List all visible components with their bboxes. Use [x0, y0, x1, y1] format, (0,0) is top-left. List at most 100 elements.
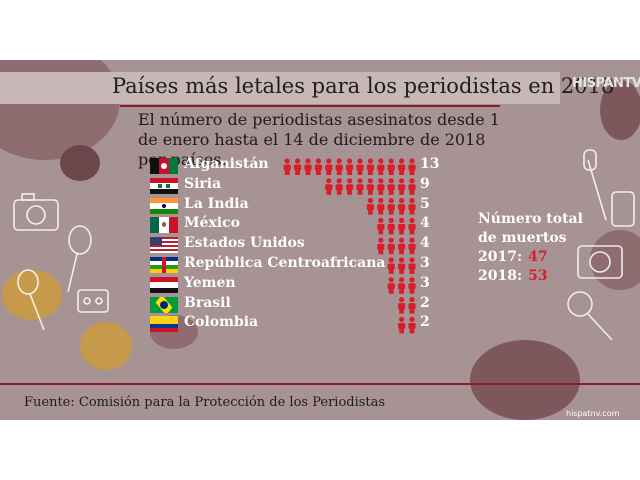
- count-label: 3: [420, 255, 430, 271]
- person-icon: [408, 297, 416, 314]
- person-icon: [398, 316, 406, 334]
- splat-decoration: [2, 270, 62, 320]
- person-icon: [387, 237, 395, 255]
- country-label: La India: [184, 195, 249, 212]
- person-icon: [346, 178, 354, 195]
- count-label: 3: [420, 274, 430, 291]
- title-band: [0, 72, 560, 104]
- person-icon: [304, 158, 312, 175]
- person-icon: [335, 158, 343, 175]
- person-icon: [366, 198, 374, 215]
- count-label: 2: [420, 294, 430, 311]
- country-label: Yemen: [184, 274, 236, 291]
- country-label: Siria: [184, 175, 222, 192]
- country-label: Afganistán: [184, 156, 269, 172]
- flag-icon: [150, 197, 178, 214]
- person-icon-chart: [283, 158, 416, 334]
- person-icon: [294, 158, 302, 175]
- person-icon: [366, 178, 374, 195]
- person-icon: [398, 158, 406, 175]
- person-icon: [398, 198, 406, 215]
- count-label: 2: [420, 314, 430, 331]
- flag-icon: [150, 158, 178, 174]
- count-label: 4: [420, 235, 430, 252]
- flag-icon: [150, 257, 178, 273]
- person-icon: [398, 277, 406, 294]
- person-icon: [377, 217, 385, 235]
- person-icon: [325, 178, 333, 195]
- count-label: 13: [420, 156, 440, 172]
- person-icon: [377, 237, 385, 255]
- recorder-icon: [77, 289, 109, 313]
- country-row: Siria 9: [150, 176, 440, 196]
- total-year-label: 2017:: [478, 249, 523, 265]
- infographic-canvas: Países más letales para los periodistas …: [0, 60, 640, 420]
- total-year-label: 2018:: [478, 268, 523, 284]
- person-icon: [408, 316, 416, 334]
- person-icon: [377, 158, 385, 175]
- country-row: Estados Unidos 4: [150, 235, 440, 255]
- totals-panel: Número total de muertos 2017: 47 2018: 53: [478, 210, 588, 286]
- source-note: Fuente: Comisión para la Protección de l…: [24, 395, 386, 410]
- camera-icon: [13, 193, 59, 231]
- country-row: Yemen 3: [150, 275, 440, 295]
- brand-logo: HISPANTV: [572, 76, 640, 91]
- person-icon: [387, 257, 395, 274]
- flag-icon: [150, 296, 178, 313]
- splat-decoration: [590, 230, 640, 290]
- country-row: México 4: [150, 215, 440, 235]
- country-label: República Centroafricana: [184, 255, 386, 271]
- chart-title: Países más letales para los periodistas …: [112, 74, 615, 98]
- person-icon: [335, 178, 343, 195]
- country-row: Colombia 2: [150, 314, 440, 334]
- country-label: Brasil: [184, 294, 231, 311]
- microphone-icon: [567, 291, 613, 341]
- country-row: Brasil 2: [150, 295, 440, 315]
- total-value: 47: [528, 249, 548, 265]
- person-icon: [366, 158, 374, 175]
- country-label: Colombia: [184, 314, 259, 331]
- flag-icon: [150, 276, 178, 293]
- person-icon: [398, 237, 406, 255]
- person-icon: [398, 178, 406, 195]
- person-icon: [398, 257, 406, 274]
- logo-text: HISPANTV: [572, 76, 640, 91]
- total-2017: 2017: 47: [478, 248, 588, 267]
- person-icon: [408, 277, 416, 294]
- microphone-icon: [67, 225, 92, 293]
- person-icon: [387, 178, 395, 195]
- footer-rule: [0, 383, 640, 385]
- total-value: 53: [528, 268, 548, 284]
- person-icon: [356, 178, 364, 195]
- person-icon: [346, 158, 354, 175]
- person-icon: [356, 158, 364, 175]
- person-icon: [398, 217, 406, 235]
- subtitle-rule: [120, 105, 500, 107]
- splat-decoration: [80, 322, 132, 370]
- splat-decoration: [470, 340, 580, 420]
- splat-decoration: [60, 145, 100, 181]
- person-icon: [314, 158, 322, 175]
- count-label: 5: [420, 195, 430, 212]
- totals-label: Número total de muertos: [478, 211, 583, 246]
- microphone-icon: [17, 269, 45, 331]
- country-row: La India 5: [150, 196, 440, 216]
- person-icon: [408, 217, 416, 235]
- person-icon: [408, 178, 416, 195]
- country-row: Afganistán 13: [150, 156, 440, 176]
- person-icon: [408, 198, 416, 215]
- flag-icon: [150, 237, 178, 254]
- person-icon: [387, 277, 395, 294]
- person-icon: [283, 158, 291, 175]
- person-icon: [408, 158, 416, 175]
- phone-icon: [611, 191, 635, 227]
- person-icon: [387, 217, 395, 235]
- count-label: 9: [420, 175, 430, 192]
- flag-icon: [150, 316, 178, 333]
- person-icon: [387, 198, 395, 215]
- chart-subtitle: El número de periodistas asesinatos desd…: [138, 110, 500, 169]
- country-label: Estados Unidos: [184, 235, 305, 252]
- flag-icon: [150, 217, 178, 234]
- flag-icon: [150, 177, 178, 194]
- count-label: 4: [420, 215, 430, 232]
